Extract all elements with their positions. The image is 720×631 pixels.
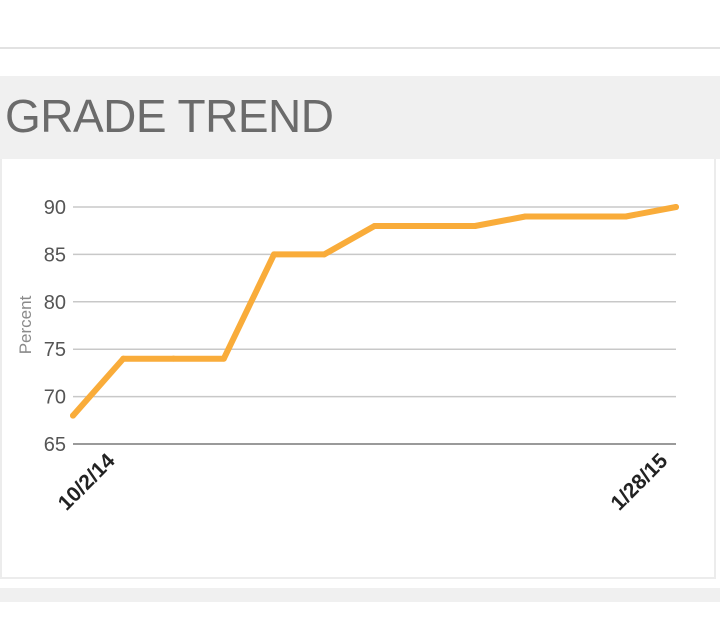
panel-header — [0, 76, 720, 159]
data-point — [70, 412, 76, 419]
panel-title: GRADE TREND — [5, 90, 334, 142]
y-tick-label: 70 — [44, 387, 66, 409]
data-point — [170, 355, 177, 362]
y-tick-label: 80 — [44, 292, 66, 314]
panel-footer — [0, 588, 720, 602]
top-divider — [0, 47, 720, 49]
series-line — [70, 204, 679, 419]
y-axis-label: Percent — [16, 295, 35, 354]
y-tick-label: 65 — [44, 434, 66, 456]
data-point — [472, 222, 478, 229]
data-point — [421, 222, 428, 229]
data-point — [220, 355, 227, 362]
data-point — [271, 251, 277, 258]
y-tick-label: 75 — [44, 339, 66, 361]
data-point — [572, 213, 579, 220]
x-tick-label: 1/28/15 — [606, 449, 672, 515]
data-point — [622, 213, 629, 220]
x-tick-label: 10/2/14 — [54, 449, 120, 515]
data-point — [673, 204, 679, 210]
chart-panel — [0, 159, 716, 579]
data-point — [120, 355, 127, 362]
data-point — [371, 222, 378, 229]
y-tick-label: 90 — [44, 197, 66, 219]
data-point — [522, 213, 529, 220]
data-point — [321, 251, 328, 258]
y-tick-label: 85 — [44, 244, 66, 266]
